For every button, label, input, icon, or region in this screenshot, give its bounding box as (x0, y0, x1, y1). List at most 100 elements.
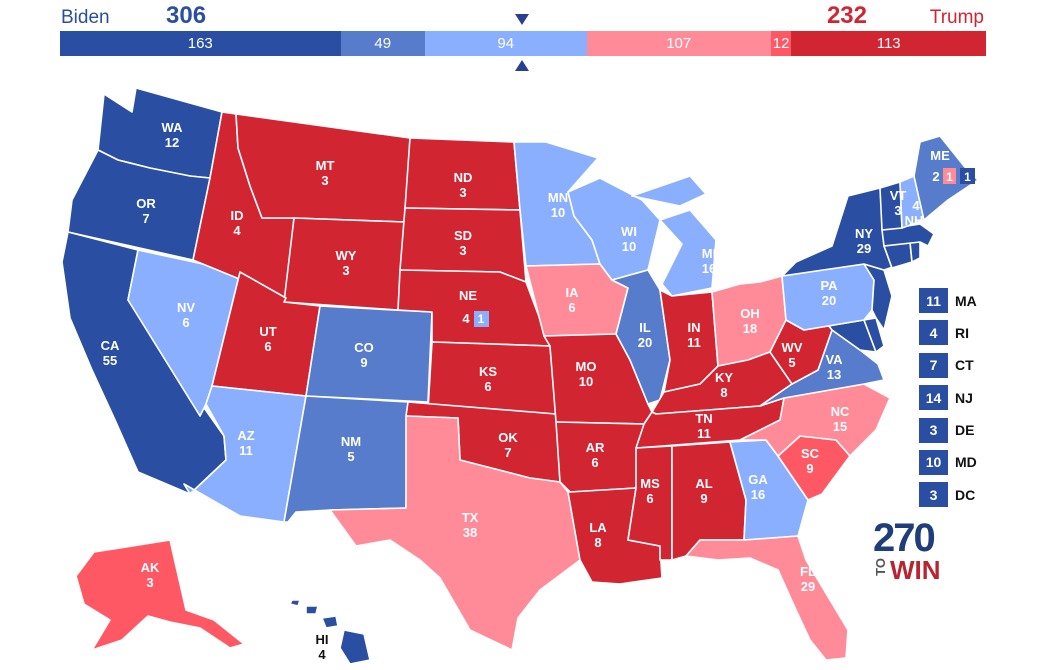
small-state-label: DE (955, 422, 975, 439)
small-state-ev-box: 14 (919, 385, 948, 411)
label-oh: OH 18 (740, 306, 760, 336)
state-nc[interactable] (739, 383, 891, 457)
bar-segment: 107 (586, 31, 771, 56)
label-ks: KS 6 (479, 364, 497, 394)
270towin-logo: 270 TO WIN (873, 518, 953, 588)
small-state-label: DC (955, 486, 976, 503)
bar-segment: 49 (340, 31, 425, 56)
label-ca: CA 55 (101, 338, 120, 368)
label-tx: TX 38 (462, 510, 479, 540)
label-mi: MI 16 (702, 246, 716, 276)
small-state-ev-box: 11 (919, 288, 948, 313)
label-ky: KY 8 (715, 370, 733, 400)
small-state-row-nj[interactable]: 14 NJ (919, 385, 977, 411)
bar-segment: 12 (770, 31, 792, 56)
label-wa: WA 12 (162, 120, 184, 150)
state-ar[interactable] (555, 421, 645, 493)
small-state-ev-box: 3 (919, 482, 948, 508)
label-ar: AR 6 (586, 440, 605, 470)
label-me-district-1: 1 (946, 170, 953, 184)
label-sd: SD 3 (454, 228, 472, 258)
small-state-label: MD (955, 454, 977, 471)
bar-segment: 113 (791, 31, 986, 56)
label-il: IL 20 (638, 320, 652, 350)
small-state-label: MA (955, 292, 977, 309)
state-tx[interactable] (329, 415, 581, 651)
label-ut: UT 6 (259, 324, 276, 354)
me-district-2-box (960, 168, 975, 184)
label-me-district-2: 1 (964, 170, 971, 184)
small-state-row-de[interactable]: 3 DE (919, 417, 977, 443)
biden-electoral-total: 306 (166, 2, 207, 29)
state-nm[interactable] (283, 395, 409, 523)
small-state-label: RI (955, 324, 969, 341)
270-marker-top-icon (515, 14, 529, 25)
ne-district-2-box (474, 311, 489, 327)
label-al: AL 9 (695, 476, 712, 506)
logo-to: TO (873, 558, 888, 576)
us-electoral-map: WA 12 OR 7 CA 55 NV 6 ID 4 MT 3 WY 3 UT 6 AZ 11 C… (61, 87, 979, 665)
state-ak[interactable] (75, 539, 245, 651)
small-state-ev-box: 7 (919, 352, 948, 378)
label-wy: WY 3 (336, 248, 357, 278)
label-me: ME (930, 148, 950, 163)
label-vt: VT 3 (890, 188, 907, 218)
label-id: ID 4 (231, 208, 244, 238)
label-tn: TN 11 (695, 411, 712, 441)
label-ms: MS 6 (640, 476, 660, 506)
me-district-1-box (943, 168, 956, 184)
label-ne: NE 4 (459, 288, 477, 326)
label-ak: AK 3 (141, 560, 160, 590)
label-nm: NM 5 (341, 434, 361, 464)
label-in: IN 11 (687, 320, 701, 350)
trump-name: Trump (929, 7, 984, 28)
label-sc: SC 9 (801, 446, 820, 476)
label-nh: 4 NH (905, 198, 924, 228)
small-state-ev-box: 3 (919, 417, 948, 443)
small-states-list: 11 MA 4 RI 7 CT 14 NJ 3 DE 10 MD 3 DC (919, 288, 977, 515)
trump-electoral-total: 232 (826, 2, 867, 29)
label-ga: GA 16 (748, 472, 768, 502)
label-la: LA 8 (589, 520, 607, 550)
state-hi[interactable] (289, 599, 371, 665)
scoreboard-header: Biden 306 232 Trump 163 49 94 107 12 113 (0, 0, 1050, 80)
small-state-ev-box: 10 (919, 449, 948, 475)
label-mn: MN 10 (548, 190, 568, 220)
small-state-row-ri[interactable]: 4 RI (919, 320, 977, 346)
label-ne-district: 1 (478, 312, 485, 326)
label-mo: MO 10 (576, 359, 597, 389)
label-wi: WI 10 (621, 224, 637, 254)
label-va: VA 13 (825, 352, 843, 382)
label-hi: HI 4 (316, 632, 329, 662)
label-nv: NV 6 (177, 300, 195, 330)
270-marker-bottom-icon (515, 60, 529, 71)
label-nc: NC 15 (831, 404, 850, 434)
logo-win: WIN (890, 555, 941, 585)
state-nj[interactable] (863, 263, 893, 331)
state-fl[interactable] (685, 535, 849, 661)
state-ri[interactable] (909, 241, 921, 263)
label-co: CO 9 (354, 340, 374, 370)
small-state-ev-box: 4 (919, 320, 948, 346)
small-state-row-ma[interactable]: 11 MA (919, 288, 977, 313)
biden-name: Biden (61, 7, 110, 28)
state-mi[interactable] (631, 175, 717, 297)
label-ok: OK 7 (498, 430, 518, 460)
bar-segment: 94 (424, 31, 587, 56)
small-state-label: NJ (955, 389, 973, 406)
label-pa: PA 20 (820, 278, 838, 308)
small-state-label: CT (955, 357, 974, 374)
bar-segment: 163 (60, 31, 341, 56)
label-fl: FL 29 (800, 564, 816, 594)
state-il[interactable] (611, 269, 671, 405)
state-de[interactable] (863, 317, 885, 353)
small-state-row-ct[interactable]: 7 CT (919, 352, 977, 378)
small-state-row-dc[interactable]: 3 DC (919, 482, 977, 508)
label-nd: ND 3 (454, 170, 473, 200)
electoral-vote-bar: 163 49 94 107 12 113 (60, 31, 986, 56)
label-wv: WV 5 (782, 340, 803, 370)
label-mt: MT 3 (316, 158, 335, 188)
small-state-row-md[interactable]: 10 MD (919, 449, 977, 475)
label-me-atlarge: 2 (932, 169, 939, 184)
label-ia: IA 6 (566, 285, 580, 315)
